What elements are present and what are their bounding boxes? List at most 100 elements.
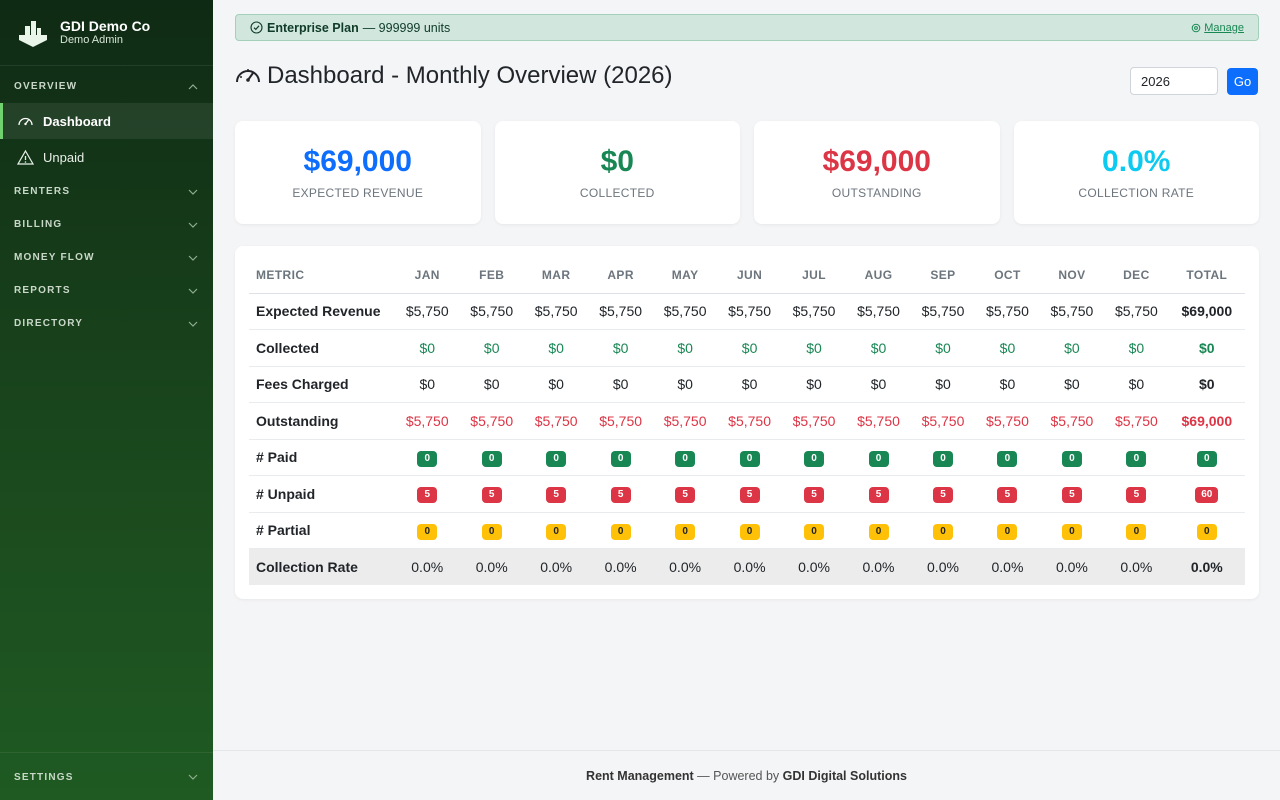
count-badge: 5 (1061, 487, 1082, 504)
month-cell: 0 (1104, 512, 1169, 549)
count-badge: 5 (932, 487, 953, 504)
column-header: AUG (846, 257, 911, 294)
summary-cards: $69,000 EXPECTED REVENUE $0 COLLECTED $6… (235, 121, 1259, 224)
month-cell: $5,750 (523, 293, 589, 330)
month-cell: 0 (523, 512, 589, 549)
month-cell: $0 (395, 329, 460, 367)
month-cell: 0 (781, 512, 847, 549)
card-collected: $0 COLLECTED (494, 121, 740, 224)
sidebar-item-unpaid[interactable]: Unpaid (0, 139, 213, 175)
count-badge: 0 (804, 450, 825, 467)
month-cell: $0 (588, 329, 653, 367)
month-cell: 0 (910, 512, 976, 549)
month-cell: $0 (910, 329, 976, 367)
month-cell: 0 (717, 512, 782, 549)
month-cell: $0 (781, 329, 847, 367)
month-cell: 0.0% (717, 548, 782, 585)
total-cell: $69,000 (1168, 402, 1245, 440)
month-cell: $5,750 (781, 402, 847, 440)
brand-header[interactable]: GDI Demo Co Demo Admin (0, 0, 213, 66)
chevron-down-icon (188, 774, 198, 780)
year-input[interactable] (1130, 67, 1218, 95)
card-label: COLLECTED (579, 186, 655, 200)
month-cell: $0 (652, 366, 718, 403)
sidebar-item-dashboard[interactable]: Dashboard (0, 103, 213, 139)
month-cell: 0 (975, 439, 1040, 476)
count-badge: 0 (546, 523, 567, 540)
column-header: MAY (652, 257, 718, 294)
page-title: Dashboard - Monthly Overview (2026) (267, 62, 673, 89)
month-cell: 5 (781, 475, 847, 513)
month-cell: 0 (1039, 439, 1105, 476)
month-cell: $5,750 (652, 402, 718, 440)
check-circle-icon (250, 21, 263, 34)
count-badge: 0 (739, 450, 760, 467)
month-cell: 0 (395, 439, 460, 476)
month-cell: $0 (975, 366, 1040, 403)
card-label: EXPECTED REVENUE (292, 186, 424, 200)
month-cell: $0 (781, 366, 847, 403)
go-button[interactable]: Go (1227, 68, 1258, 95)
month-cell: $5,750 (781, 293, 847, 330)
count-badge: 0 (1196, 450, 1217, 467)
count-badge: 0 (997, 450, 1018, 467)
count-badge: 5 (675, 487, 696, 504)
month-cell: $5,750 (588, 293, 653, 330)
section-directory[interactable]: DIRECTORY (0, 307, 213, 340)
month-cell: 5 (523, 475, 589, 513)
count-badge: 0 (868, 523, 889, 540)
month-cell: 0.0% (523, 548, 589, 585)
count-badge: 0 (1126, 450, 1147, 467)
column-header: METRIC (249, 257, 395, 294)
total-cell: $0 (1168, 366, 1245, 403)
month-cell: $0 (846, 366, 911, 403)
month-cell: 0.0% (975, 548, 1040, 585)
column-header: NOV (1039, 257, 1105, 294)
card-label: OUTSTANDING (831, 186, 922, 200)
chevron-down-icon (188, 222, 198, 228)
month-cell: 0 (910, 439, 976, 476)
month-cell: $0 (459, 366, 524, 403)
section-settings[interactable]: SETTINGS (0, 753, 213, 800)
count-badge: 5 (997, 487, 1018, 504)
month-cell: $0 (652, 329, 718, 367)
monthly-overview-table: METRIC JAN FEB MAR APR MAY JUN JUL AUG SEP OCT NOV D… (249, 257, 1245, 585)
month-cell: 5 (395, 475, 460, 513)
count-badge: 0 (610, 523, 631, 540)
metric-label: Outstanding (249, 402, 395, 440)
column-header: DEC (1104, 257, 1169, 294)
plan-details: — 999999 units (362, 20, 451, 35)
month-cell: $5,750 (910, 293, 976, 330)
month-cell: 0 (975, 512, 1040, 549)
count-badge: 60 (1195, 487, 1219, 504)
month-cell: 0.0% (588, 548, 653, 585)
page-header: Dashboard - Monthly Overview (2026) (235, 62, 673, 90)
month-cell: 0.0% (1039, 548, 1105, 585)
section-renters[interactable]: RENTERS (0, 175, 213, 208)
month-cell: 5 (588, 475, 653, 513)
section-reports[interactable]: REPORTS (0, 274, 213, 307)
column-header: FEB (459, 257, 524, 294)
month-cell: 0.0% (395, 548, 460, 585)
card-outstanding: $69,000 OUTSTANDING (754, 121, 1000, 224)
count-badge: 0 (546, 450, 567, 467)
column-header: APR (588, 257, 653, 294)
month-cell: 0 (717, 439, 782, 476)
manage-link[interactable]: Manage (1191, 22, 1244, 34)
count-badge: 0 (804, 523, 825, 540)
count-badge: 5 (546, 487, 567, 504)
section-label: SETTINGS (14, 771, 74, 783)
count-badge: 0 (417, 450, 438, 467)
section-money-flow[interactable]: MONEY FLOW (0, 241, 213, 274)
section-billing[interactable]: BILLING (0, 208, 213, 241)
month-cell: $5,750 (395, 293, 460, 330)
month-cell: 5 (975, 475, 1040, 513)
month-cell: 0.0% (781, 548, 847, 585)
total-cell: 0.0% (1168, 548, 1245, 585)
section-overview[interactable]: OVERVIEW (0, 70, 213, 103)
month-cell: $5,750 (1104, 402, 1169, 440)
card-value: $69,000 (822, 145, 931, 178)
count-badge: 0 (481, 450, 502, 467)
month-cell: 5 (1039, 475, 1105, 513)
count-badge: 0 (868, 450, 889, 467)
